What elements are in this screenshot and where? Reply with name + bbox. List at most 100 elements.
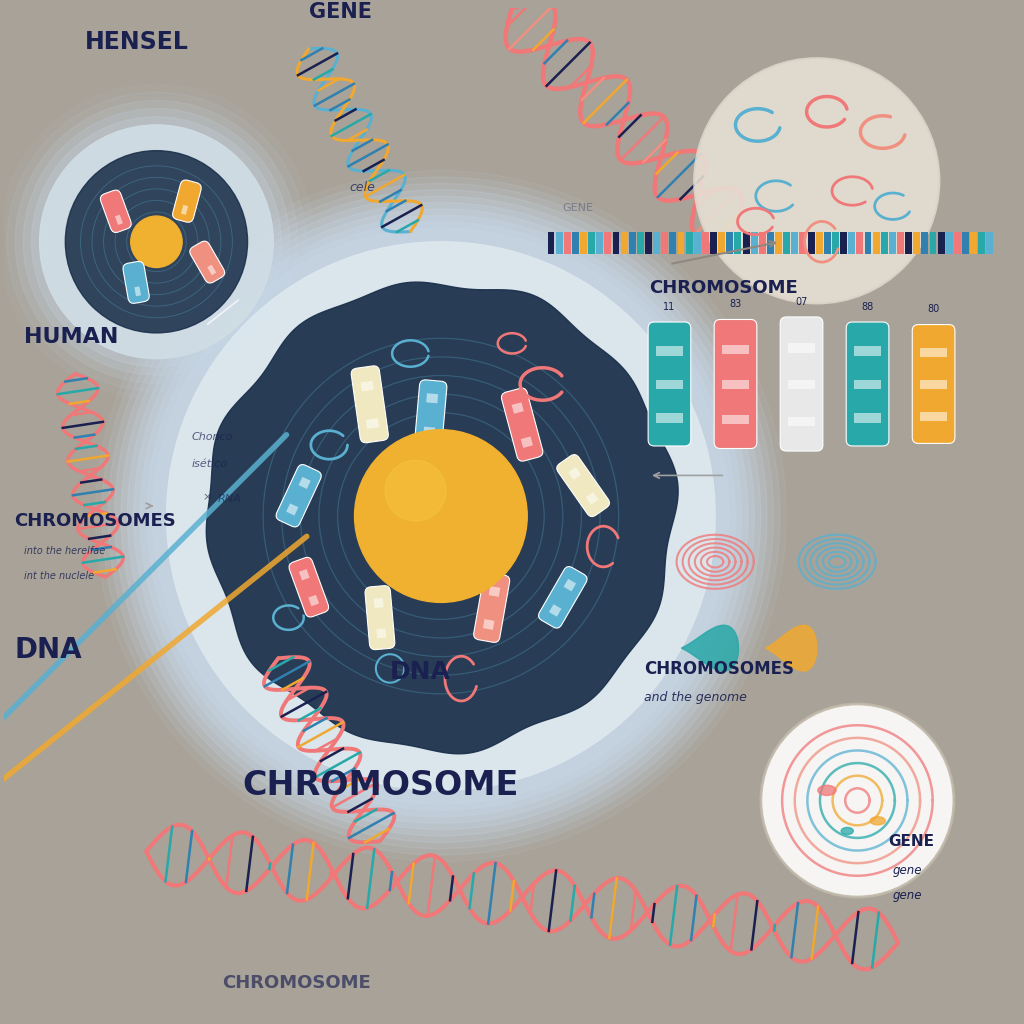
- Circle shape: [66, 151, 248, 333]
- Ellipse shape: [841, 827, 853, 835]
- Text: and the genome: and the genome: [644, 691, 746, 703]
- Bar: [426, 393, 438, 403]
- Text: HUMAN: HUMAN: [25, 328, 119, 347]
- Text: 11: 11: [664, 302, 676, 312]
- Bar: [824, 231, 830, 254]
- Circle shape: [354, 430, 527, 602]
- Bar: [881, 231, 888, 254]
- Bar: [978, 231, 985, 254]
- Bar: [840, 231, 847, 254]
- Circle shape: [15, 100, 298, 383]
- Bar: [299, 569, 309, 581]
- Bar: [656, 346, 683, 355]
- Bar: [783, 231, 791, 254]
- Circle shape: [167, 242, 715, 791]
- Text: isético: isético: [191, 460, 228, 469]
- Bar: [946, 231, 952, 254]
- Bar: [488, 586, 501, 597]
- Bar: [722, 380, 749, 389]
- Circle shape: [695, 59, 939, 303]
- Bar: [775, 231, 782, 254]
- Bar: [938, 231, 944, 254]
- FancyBboxPatch shape: [123, 261, 150, 303]
- Bar: [722, 415, 749, 424]
- Bar: [612, 231, 620, 254]
- Bar: [181, 205, 188, 215]
- Bar: [207, 264, 216, 275]
- Text: cele: cele: [349, 181, 376, 194]
- Text: 80: 80: [928, 304, 940, 314]
- Bar: [678, 231, 684, 254]
- Bar: [548, 231, 554, 254]
- Circle shape: [101, 177, 780, 855]
- Bar: [970, 231, 977, 254]
- Bar: [556, 231, 562, 254]
- Bar: [549, 604, 561, 616]
- FancyBboxPatch shape: [351, 366, 388, 442]
- Bar: [629, 231, 636, 254]
- Text: Chonco: Chonco: [191, 432, 233, 442]
- Bar: [645, 231, 652, 254]
- Bar: [308, 595, 319, 606]
- Bar: [921, 412, 947, 421]
- Bar: [788, 417, 815, 426]
- Circle shape: [134, 209, 748, 823]
- Circle shape: [761, 703, 954, 897]
- Bar: [854, 414, 881, 423]
- Text: DNA: DNA: [14, 636, 82, 665]
- Bar: [913, 231, 921, 254]
- Bar: [483, 620, 495, 630]
- FancyBboxPatch shape: [365, 586, 395, 649]
- Bar: [921, 380, 947, 389]
- Bar: [596, 231, 603, 254]
- Circle shape: [140, 215, 741, 817]
- FancyBboxPatch shape: [289, 557, 329, 617]
- Bar: [702, 231, 709, 254]
- Bar: [604, 231, 611, 254]
- Bar: [686, 231, 692, 254]
- FancyBboxPatch shape: [714, 319, 757, 449]
- Bar: [856, 231, 863, 254]
- Bar: [800, 231, 807, 254]
- Text: CHROMOSOME: CHROMOSOME: [649, 279, 798, 297]
- Bar: [922, 231, 929, 254]
- Bar: [854, 380, 881, 389]
- Text: DNA: DNA: [390, 659, 451, 684]
- Bar: [653, 231, 660, 254]
- Circle shape: [24, 109, 290, 375]
- FancyBboxPatch shape: [276, 465, 322, 527]
- Bar: [621, 231, 628, 254]
- FancyBboxPatch shape: [539, 566, 587, 628]
- Circle shape: [40, 125, 273, 358]
- Bar: [360, 381, 374, 391]
- Text: HENSEL: HENSEL: [85, 30, 189, 53]
- Bar: [872, 231, 880, 254]
- Bar: [962, 231, 969, 254]
- Bar: [423, 427, 435, 436]
- Circle shape: [146, 221, 735, 810]
- Ellipse shape: [818, 785, 836, 796]
- FancyBboxPatch shape: [846, 322, 889, 446]
- Text: int the nuclele: int the nuclele: [25, 571, 94, 581]
- Circle shape: [109, 183, 773, 849]
- Bar: [656, 414, 683, 423]
- Bar: [563, 579, 577, 591]
- Bar: [734, 231, 741, 254]
- FancyBboxPatch shape: [173, 180, 202, 222]
- Text: 88: 88: [861, 302, 873, 312]
- FancyBboxPatch shape: [189, 241, 224, 283]
- Bar: [854, 346, 881, 355]
- Circle shape: [0, 84, 314, 399]
- Polygon shape: [766, 626, 817, 671]
- FancyBboxPatch shape: [648, 322, 691, 446]
- FancyBboxPatch shape: [474, 572, 510, 642]
- Text: into the herelfae: into the herelfae: [25, 546, 105, 556]
- Bar: [722, 345, 749, 354]
- Bar: [580, 231, 587, 254]
- FancyBboxPatch shape: [912, 325, 955, 443]
- Bar: [710, 231, 717, 254]
- Bar: [726, 231, 733, 254]
- Bar: [586, 493, 598, 505]
- Bar: [366, 418, 379, 429]
- Bar: [816, 231, 822, 254]
